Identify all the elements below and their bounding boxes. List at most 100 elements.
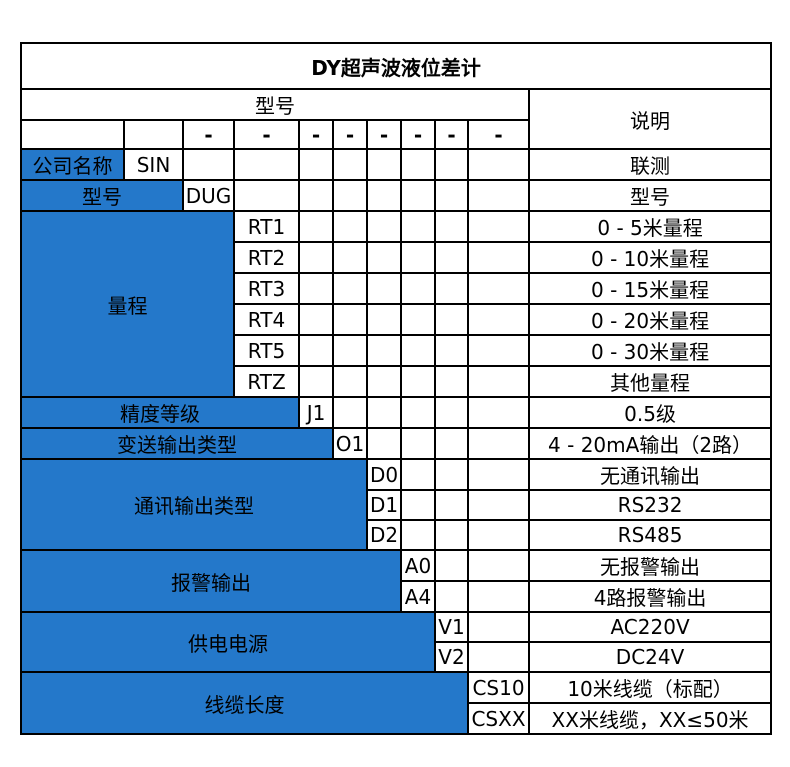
table-row: RTZ 其他量程 xyxy=(21,365,773,398)
code-cell: RT4 xyxy=(233,303,300,336)
table-row: RT5 0 - 30米量程 xyxy=(21,334,773,367)
empty-cell xyxy=(467,334,530,367)
empty-cell xyxy=(400,489,436,521)
empty-cell xyxy=(400,365,436,398)
empty-cell xyxy=(467,580,530,613)
empty-cell xyxy=(366,365,402,398)
model-header: 型号 xyxy=(20,88,530,121)
code-cell: RT3 xyxy=(233,272,300,305)
dash-separator: - xyxy=(467,119,530,150)
empty-cell xyxy=(467,519,530,551)
empty-cell xyxy=(400,148,436,181)
code-cell: D1 xyxy=(366,489,402,521)
empty-cell xyxy=(434,365,469,398)
empty-cell xyxy=(434,458,469,491)
table-row: 精度等级 J1 0.5级 xyxy=(20,396,773,429)
empty-cell xyxy=(467,549,530,582)
empty-cell xyxy=(467,641,530,673)
empty-cell xyxy=(467,303,530,336)
empty-cell xyxy=(298,179,334,212)
code-cell: CS10 xyxy=(467,671,530,704)
empty-cell xyxy=(467,241,530,274)
empty-cell xyxy=(467,272,530,305)
code-cell: A0 xyxy=(400,549,436,582)
table-title: DY超声波液位差计 xyxy=(19,42,773,90)
model-selection-table: DY超声波液位差计 型号 说明 - - - - - - - - 公司名称 SIN xyxy=(19,42,773,735)
empty-cell xyxy=(467,148,530,181)
table-row: CSXX XX米线缆，XX≤50米 xyxy=(21,702,773,735)
empty-cell xyxy=(182,148,235,181)
empty-cell xyxy=(467,458,530,491)
category-company: 公司名称 xyxy=(20,148,125,181)
empty-cell xyxy=(298,241,334,274)
empty-cell xyxy=(366,303,402,336)
empty-cell xyxy=(332,396,368,429)
empty-cell xyxy=(434,334,469,367)
empty-cell xyxy=(467,365,530,398)
empty-cell xyxy=(400,458,436,491)
empty-cell xyxy=(366,396,402,429)
empty-cell xyxy=(434,549,469,582)
table-row: 报警输出 A0 无报警输出 xyxy=(20,549,773,613)
empty-cell xyxy=(400,334,436,367)
category-range: 量程 xyxy=(20,210,235,398)
empty-cell xyxy=(366,210,402,243)
table-row: 公司名称 SIN 联测 xyxy=(20,148,773,181)
empty-cell xyxy=(434,396,469,429)
empty-cell xyxy=(20,119,125,150)
empty-cell xyxy=(298,210,334,243)
table-row: 量程 RT1 0 - 5米量程 xyxy=(20,210,773,398)
desc-cell: 0 - 20米量程 xyxy=(527,303,773,336)
desc-cell: 联测 xyxy=(527,148,773,181)
code-cell: RT1 xyxy=(233,210,300,243)
empty-cell xyxy=(366,334,402,367)
category-power-supply: 供电电源 xyxy=(20,611,436,673)
empty-cell xyxy=(298,334,334,367)
empty-cell xyxy=(434,272,469,305)
desc-cell: RS232 xyxy=(527,489,773,521)
empty-cell xyxy=(298,365,334,398)
table-row: 线缆长度 CS10 10米线缆（标配） xyxy=(20,671,773,735)
table-row: D2 RS485 xyxy=(21,519,773,551)
empty-cell xyxy=(467,427,530,460)
empty-cell xyxy=(332,365,368,398)
category-cable-length: 线缆长度 xyxy=(20,671,469,735)
empty-cell xyxy=(434,179,469,212)
dash-separator: - xyxy=(400,119,436,150)
desc-cell: 无通讯输出 xyxy=(527,458,773,491)
category-accuracy: 精度等级 xyxy=(20,396,300,429)
empty-cell xyxy=(298,148,334,181)
empty-cell xyxy=(366,148,402,181)
table-row: A4 4路报警输出 xyxy=(21,580,773,613)
table-row: V2 DC24V xyxy=(21,641,773,673)
empty-cell xyxy=(400,519,436,551)
code-cell: CSXX xyxy=(467,702,530,735)
empty-cell xyxy=(298,303,334,336)
table-row: D1 RS232 xyxy=(21,489,773,521)
desc-cell: 0 - 5米量程 xyxy=(527,210,773,243)
dash-separator: - xyxy=(233,119,300,150)
empty-cell xyxy=(366,179,402,212)
table-row: 通讯输出类型 D0 无通讯输出 xyxy=(20,458,773,551)
desc-cell: AC220V xyxy=(527,611,773,643)
desc-cell: 4路报警输出 xyxy=(527,580,773,613)
category-transmit-output: 变送输出类型 xyxy=(20,427,334,460)
table-row: 变送输出类型 O1 4 - 20mA输出（2路） xyxy=(20,427,773,460)
empty-cell xyxy=(434,303,469,336)
desc-cell: 0 - 15米量程 xyxy=(527,272,773,305)
table-row: RT4 0 - 20米量程 xyxy=(21,303,773,336)
empty-cell xyxy=(467,396,530,429)
empty-cell xyxy=(434,210,469,243)
empty-cell xyxy=(298,272,334,305)
desc-cell: 无报警输出 xyxy=(527,549,773,582)
code-cell: D2 xyxy=(366,519,402,551)
dash-separator: - xyxy=(182,119,235,150)
desc-cell: 其他量程 xyxy=(527,365,773,398)
empty-cell xyxy=(332,334,368,367)
code-cell: A4 xyxy=(400,580,436,613)
empty-cell xyxy=(400,179,436,212)
empty-cell xyxy=(366,241,402,274)
dash-separator: - xyxy=(434,119,469,150)
code-cell: J1 xyxy=(298,396,334,429)
category-model: 型号 xyxy=(20,179,184,212)
